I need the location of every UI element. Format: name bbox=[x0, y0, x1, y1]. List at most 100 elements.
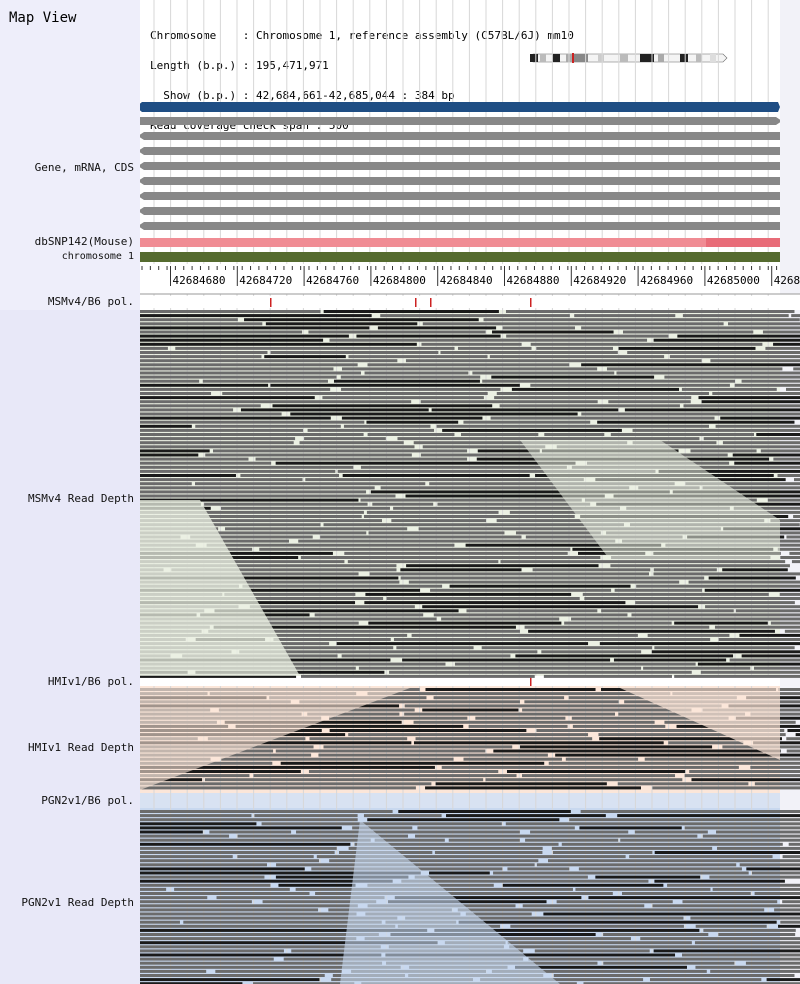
sequence-read[interactable] bbox=[417, 826, 575, 830]
sequence-read[interactable] bbox=[290, 412, 578, 416]
sequence-read[interactable] bbox=[773, 457, 800, 461]
sequence-read[interactable] bbox=[237, 855, 314, 859]
sequence-read[interactable] bbox=[515, 531, 601, 535]
sequence-read[interactable] bbox=[261, 822, 502, 826]
sequence-read[interactable] bbox=[422, 605, 699, 609]
sequence-read[interactable] bbox=[654, 851, 800, 854]
sequence-read[interactable] bbox=[140, 400, 412, 404]
sequence-read[interactable] bbox=[140, 782, 432, 786]
sequence-read[interactable] bbox=[552, 851, 653, 854]
sequence-read[interactable] bbox=[578, 867, 742, 871]
sequence-read[interactable] bbox=[262, 900, 377, 904]
sequence-read[interactable] bbox=[308, 330, 486, 334]
sequence-read[interactable] bbox=[718, 638, 800, 641]
sequence-read[interactable] bbox=[140, 674, 297, 678]
sequence-read[interactable] bbox=[493, 749, 781, 753]
sequence-read[interactable] bbox=[140, 416, 331, 420]
sequence-read[interactable] bbox=[681, 953, 800, 957]
sequence-read[interactable] bbox=[575, 887, 711, 891]
sequence-read[interactable] bbox=[140, 392, 212, 395]
sequence-read[interactable] bbox=[400, 568, 522, 572]
sequence-read[interactable] bbox=[458, 920, 777, 924]
sequence-read[interactable] bbox=[140, 941, 438, 945]
sequence-read[interactable] bbox=[534, 949, 650, 953]
sequence-read[interactable] bbox=[506, 770, 686, 773]
sequence-read[interactable] bbox=[493, 871, 749, 875]
sequence-read[interactable] bbox=[259, 547, 571, 551]
sequence-read[interactable] bbox=[733, 506, 800, 510]
sequence-read[interactable] bbox=[793, 478, 800, 482]
sequence-read[interactable] bbox=[140, 896, 208, 900]
sequence-read[interactable] bbox=[791, 314, 800, 318]
sequence-read[interactable] bbox=[195, 482, 426, 486]
sequence-read[interactable] bbox=[698, 396, 800, 400]
sequence-read[interactable] bbox=[569, 818, 800, 822]
sequence-read[interactable] bbox=[270, 351, 439, 354]
sequence-read[interactable] bbox=[360, 465, 567, 469]
sequence-read[interactable] bbox=[204, 502, 368, 506]
sequence-read[interactable] bbox=[704, 588, 800, 592]
sequence-read[interactable] bbox=[320, 535, 522, 539]
sequence-read[interactable] bbox=[360, 498, 582, 502]
sequence-read[interactable] bbox=[367, 433, 455, 436]
sequence-read[interactable] bbox=[683, 404, 800, 408]
sequence-read[interactable] bbox=[505, 310, 795, 313]
sequence-read[interactable] bbox=[140, 334, 349, 338]
sequence-read[interactable] bbox=[477, 449, 540, 453]
sequence-read[interactable] bbox=[300, 556, 601, 559]
sequence-read[interactable] bbox=[669, 355, 800, 359]
sequence-read[interactable] bbox=[782, 855, 800, 859]
sequence-read[interactable] bbox=[703, 928, 796, 932]
sequence-read[interactable] bbox=[140, 978, 320, 982]
sequence-read[interactable] bbox=[385, 953, 676, 957]
sequence-read[interactable] bbox=[616, 371, 800, 375]
sequence-read[interactable] bbox=[753, 666, 800, 670]
sequence-read[interactable] bbox=[368, 531, 505, 535]
sequence-read[interactable] bbox=[705, 605, 800, 609]
sequence-read[interactable] bbox=[340, 375, 481, 379]
sequence-read[interactable] bbox=[140, 822, 257, 826]
sequence-read[interactable] bbox=[358, 666, 642, 670]
sequence-read[interactable] bbox=[140, 617, 437, 621]
sequence-read[interactable] bbox=[789, 551, 800, 555]
sequence-read[interactable] bbox=[367, 363, 570, 367]
sequence-read[interactable] bbox=[629, 855, 773, 859]
sequence-read[interactable] bbox=[212, 449, 468, 453]
sequence-read[interactable] bbox=[553, 974, 795, 977]
sequence-read[interactable] bbox=[140, 515, 362, 518]
sequence-read[interactable] bbox=[595, 875, 701, 879]
sequence-read[interactable] bbox=[208, 629, 520, 633]
sequence-read[interactable] bbox=[454, 662, 696, 666]
sequence-read[interactable] bbox=[734, 461, 800, 465]
genome-track-canvas[interactable]: 42684680 42684720 42684760 42684800 42684840… bbox=[140, 0, 800, 984]
sequence-read[interactable] bbox=[140, 900, 252, 904]
sequence-read[interactable] bbox=[784, 629, 800, 633]
sequence-read[interactable] bbox=[750, 765, 800, 769]
sequence-read[interactable] bbox=[398, 810, 571, 813]
sequence-read[interactable] bbox=[140, 928, 428, 932]
sequence-read[interactable] bbox=[603, 961, 735, 965]
sequence-read[interactable] bbox=[393, 506, 620, 510]
sequence-read[interactable] bbox=[140, 314, 372, 318]
sequence-read[interactable] bbox=[530, 830, 629, 834]
sequence-read[interactable] bbox=[751, 871, 800, 875]
gene-bar-transcript[interactable] bbox=[140, 177, 780, 185]
sequence-read[interactable] bbox=[635, 601, 795, 605]
sequence-read[interactable] bbox=[400, 576, 705, 580]
sequence-read[interactable] bbox=[140, 469, 336, 473]
sequence-read[interactable] bbox=[305, 478, 584, 482]
sequence-read[interactable] bbox=[415, 737, 593, 741]
sequence-read[interactable] bbox=[684, 774, 800, 778]
sequence-read[interactable] bbox=[374, 838, 445, 842]
sequence-read[interactable] bbox=[700, 670, 800, 674]
sequence-read[interactable] bbox=[448, 838, 520, 842]
sequence-read[interactable] bbox=[341, 387, 501, 391]
sequence-read[interactable] bbox=[421, 342, 522, 346]
sequence-read[interactable] bbox=[140, 867, 305, 871]
sequence-read[interactable] bbox=[793, 515, 800, 518]
sequence-read[interactable] bbox=[336, 642, 589, 646]
sequence-read[interactable] bbox=[703, 437, 800, 441]
sequence-read[interactable] bbox=[787, 729, 800, 732]
sequence-read[interactable] bbox=[394, 896, 582, 900]
sequence-read[interactable] bbox=[140, 774, 250, 778]
